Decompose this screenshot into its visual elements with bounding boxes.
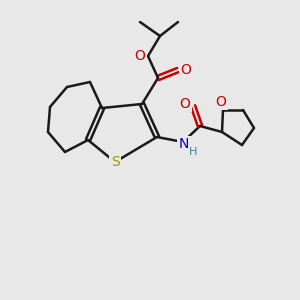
Text: O: O — [216, 95, 226, 109]
Text: O: O — [135, 49, 146, 63]
Text: O: O — [181, 63, 191, 77]
Text: H: H — [189, 147, 197, 157]
Text: O: O — [180, 97, 190, 111]
Text: N: N — [179, 137, 189, 151]
Text: S: S — [111, 155, 119, 169]
